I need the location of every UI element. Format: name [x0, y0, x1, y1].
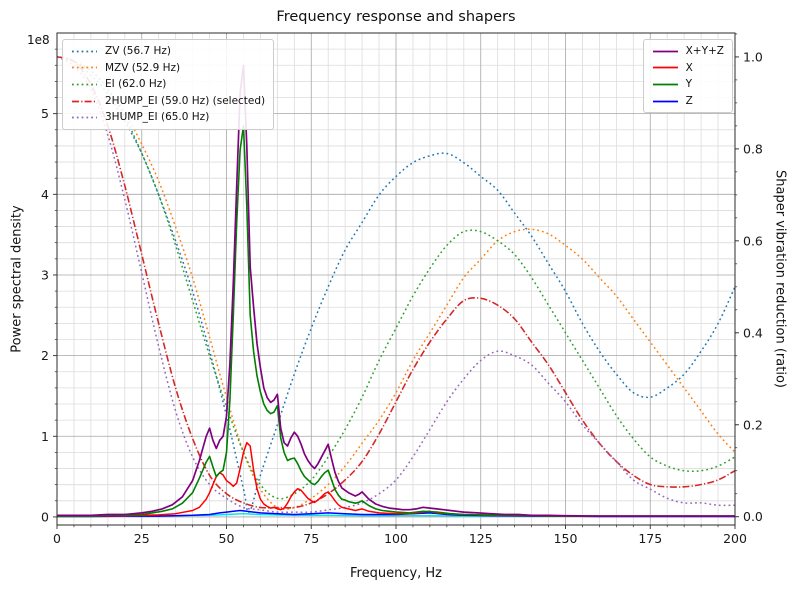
y-axis-offset-label: 1e8 [27, 33, 50, 47]
legend-label: X [685, 61, 693, 74]
chart-title: Frequency response and shapers [276, 9, 516, 25]
y-axis-label-left: Power spectral density [9, 205, 25, 353]
legend-line-sample [72, 83, 97, 86]
y-right-tick-label: 1.0 [743, 49, 763, 64]
series-line-ZV [57, 56, 735, 514]
y-left-tick-label: 1 [41, 429, 49, 444]
y-left-tick-label: 2 [41, 348, 49, 363]
legend-line-sample [72, 116, 97, 119]
legend-label: 2HUMP_EI (59.0 Hz) (selected) [105, 94, 266, 107]
x-tick-label: 75 [303, 531, 319, 546]
legend-label: EI (62.0 Hz) [105, 78, 167, 91]
x-tick-label: 0 [53, 531, 61, 546]
legend-label: Y [685, 78, 693, 91]
legend-item: Y [652, 78, 724, 91]
legend-axes: X+Y+Z X Y Z [642, 39, 733, 114]
legend-label: 3HUMP_EI (65.0 Hz) [105, 111, 210, 124]
legend-item: X+Y+Z [652, 45, 724, 58]
series-line-MZV [57, 56, 735, 511]
y-left-tick-label: 4 [41, 187, 49, 202]
legend-item: X [652, 62, 724, 75]
x-tick-label: 100 [384, 531, 408, 546]
legend-label: ZV (56.7 Hz) [105, 45, 172, 57]
y-right-tick-label: 0.2 [743, 417, 763, 432]
y-left-tick-label: 5 [41, 106, 49, 121]
y-axis-label-right: Shaper vibration reduction (ratio) [772, 170, 788, 388]
legend-label: X+Y+Z [685, 45, 724, 57]
y-right-tick-label: 0.8 [743, 141, 763, 156]
legend-item: MZV (52.9 Hz) [71, 62, 265, 75]
y-left-tick-label: 3 [41, 267, 49, 282]
legend-label: MZV (52.9 Hz) [105, 61, 181, 74]
x-tick-label: 125 [469, 531, 493, 546]
x-tick-label: 200 [723, 531, 747, 546]
legend-item: 3HUMP_EI (65.0 Hz) [71, 111, 265, 124]
y-right-tick-label: 0.4 [743, 325, 763, 340]
legend-line-sample [72, 100, 97, 102]
y-right-tick-label: 0.0 [743, 509, 763, 524]
legend-line-sample [652, 83, 678, 86]
series-line-EI [57, 56, 735, 500]
x-tick-label: 150 [554, 531, 578, 546]
legend-item: 2HUMP_EI (59.0 Hz) (selected) [71, 95, 265, 108]
legend-item: EI (62.0 Hz) [71, 78, 265, 91]
legend-label: Z [685, 94, 693, 107]
legend-item: Z [652, 95, 724, 108]
x-axis-label: Frequency, Hz [349, 566, 443, 581]
legend-shapers: ZV (56.7 Hz) MZV (52.9 Hz) EI (62.0 Hz) 2HU… [62, 39, 275, 130]
series-line-Y [57, 125, 735, 517]
x-tick-label: 25 [134, 531, 150, 546]
legend-line-sample [652, 67, 678, 69]
legend-line-sample [72, 67, 97, 69]
y-left-tick-label: 0 [41, 509, 49, 524]
x-tick-label: 50 [219, 531, 235, 546]
series-line-X+Y+Z [57, 64, 735, 517]
y-right-tick-label: 0.6 [743, 233, 763, 248]
legend-item: ZV (56.7 Hz) [71, 45, 265, 58]
axes-group: 0 25 50 75 100 125 150 175 200 0 1 2 3 4 5 0.0 0.2 0.4 0.6… [41, 32, 763, 546]
legend-line-sample [652, 50, 678, 53]
legend-line-sample [72, 50, 97, 53]
legend-line-sample [652, 100, 678, 102]
series-group [57, 56, 735, 518]
x-tick-label: 175 [638, 531, 662, 546]
